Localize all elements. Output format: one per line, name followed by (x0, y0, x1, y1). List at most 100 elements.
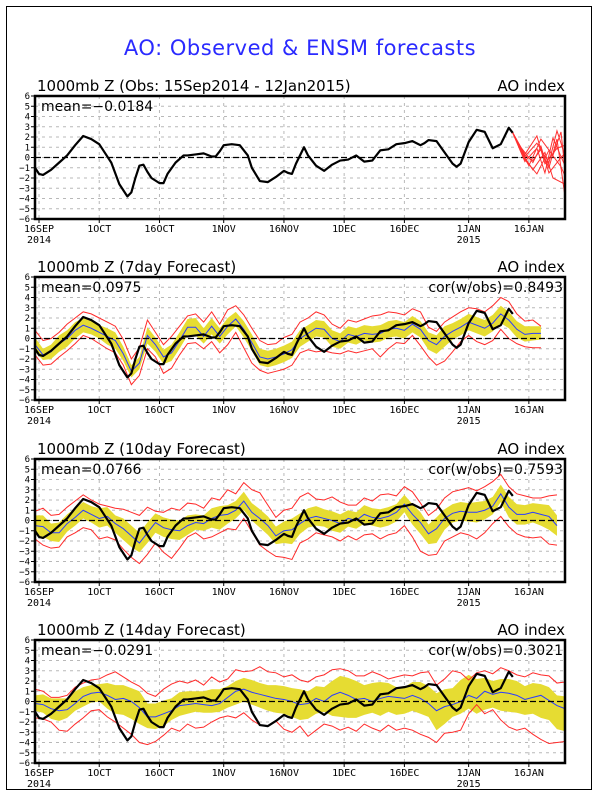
x-tick-sublabel: 2015 (457, 235, 481, 246)
observed-line (35, 489, 514, 561)
panel-title: 1000mb Z (14day Forecast) (37, 621, 246, 639)
x-tick-sublabel: 2014 (27, 235, 51, 246)
x-tick-sublabel: 2015 (457, 598, 481, 609)
ensemble-member-line (512, 132, 565, 185)
mean-label: mean=0.0975 (41, 280, 141, 296)
y-tick-label: 4 (25, 476, 30, 486)
y-tick-label: −5 (19, 205, 30, 215)
x-tick-label: 16SEP (24, 224, 54, 235)
x-tick-label: 1JAN (457, 587, 481, 598)
panel-4: 1000mb Z (14day Forecast) AO index 6543210… (19, 621, 567, 790)
y-tick-label: −5 (19, 749, 30, 759)
x-tick-label: 1JAN (457, 768, 481, 779)
ensemble-min-line (35, 703, 565, 746)
y-tick-label: −1 (19, 164, 30, 174)
y-tick-label: −6 (19, 215, 30, 225)
panel-3: 1000mb Z (10day Forecast) AO index 6543210… (19, 440, 567, 609)
mean-label: mean=−0.0184 (41, 99, 153, 115)
observed-line (35, 670, 514, 742)
y-tick-label: −3 (19, 547, 30, 557)
x-tick-label: 16SEP (24, 587, 54, 598)
x-tick-sublabel: 2014 (27, 598, 51, 609)
x-tick-label: 1OCT (87, 768, 111, 779)
y-tick-label: 2 (25, 314, 30, 324)
x-tick-label: 16DEC (389, 587, 419, 598)
y-tick-label: −6 (19, 396, 30, 406)
x-tick-label: 16SEP (24, 768, 54, 779)
x-tick-label: 16OCT (144, 224, 174, 235)
panel-2: 1000mb Z (7day Forecast) AO index6543210−… (19, 258, 567, 427)
y-tick-label: 4 (25, 657, 30, 667)
spread-band (35, 674, 565, 732)
y-tick-label: −2 (19, 718, 30, 728)
y-tick-label: 0 (25, 335, 30, 345)
y-tick-label: 4 (25, 113, 30, 123)
panel-title: 1000mb Z (Obs: 15Sep2014 - 12Jan2015) (37, 77, 351, 95)
y-tick-label: −1 (19, 345, 30, 355)
x-tick-label: 1NOV (212, 224, 236, 235)
y-tick-label: 1 (25, 143, 30, 153)
y-tick-label: 2 (25, 133, 30, 143)
plot-area (35, 666, 565, 746)
y-tick-label: 5 (25, 102, 30, 112)
ensemble-member-line (512, 132, 565, 175)
x-tick-label: 1NOV (212, 405, 236, 416)
spread-band (35, 484, 557, 553)
x-tick-label: 16OCT (144, 587, 174, 598)
y-tick-label: 0 (25, 517, 30, 527)
panel-right-label: AO index (497, 440, 565, 458)
x-tick-label: 16NOV (269, 587, 299, 598)
panel-right-label: AO index (497, 621, 565, 639)
y-tick-label: 5 (25, 646, 30, 656)
ensemble-member-line (512, 132, 565, 177)
y-tick-label: 2 (25, 496, 30, 506)
y-tick-label: 6 (25, 92, 30, 102)
y-tick-label: 3 (25, 667, 30, 677)
y-tick-label: 6 (25, 636, 30, 646)
x-tick-label: 1DEC (332, 587, 356, 598)
observed-line (35, 126, 514, 198)
y-tick-label: 1 (25, 324, 30, 334)
y-tick-label: −6 (19, 759, 30, 769)
ensemble-member-line (512, 132, 565, 174)
panel-title: 1000mb Z (10day Forecast) (37, 440, 246, 458)
x-tick-label: 16SEP (24, 405, 54, 416)
x-tick-label: 16NOV (269, 768, 299, 779)
x-tick-label: 16OCT (144, 768, 174, 779)
y-tick-label: −4 (19, 558, 30, 568)
y-tick-label: −2 (19, 355, 30, 365)
x-tick-label: 1DEC (332, 405, 356, 416)
plot-area (35, 296, 565, 386)
ensemble-mean-line (35, 313, 541, 373)
correlation-label: cor(w/obs)=0.8493 (428, 280, 563, 296)
correlation-label: cor(w/obs)=0.3021 (428, 643, 563, 659)
y-tick-label: −5 (19, 568, 30, 578)
plot-area (35, 473, 565, 565)
y-tick-label: −5 (19, 386, 30, 396)
x-tick-label: 1OCT (87, 405, 111, 416)
y-tick-label: −2 (19, 537, 30, 547)
x-tick-label: 1OCT (87, 224, 111, 235)
y-tick-label: −1 (19, 708, 30, 718)
mean-label: mean=0.0766 (41, 462, 142, 478)
correlation-label: cor(w/obs)=0.7593 (428, 462, 563, 478)
y-tick-label: 0 (25, 154, 30, 164)
ensemble-mean-line (35, 688, 565, 718)
x-tick-label: 16DEC (389, 405, 419, 416)
x-tick-label: 1DEC (332, 768, 356, 779)
y-tick-label: 3 (25, 304, 30, 314)
x-tick-label: 1DEC (332, 224, 356, 235)
y-tick-label: 1 (25, 687, 30, 697)
ensemble-min-line (35, 515, 558, 565)
y-tick-label: 5 (25, 465, 30, 475)
ensemble-max-line (35, 473, 558, 519)
x-tick-sublabel: 2014 (27, 416, 51, 427)
x-tick-label: 16JAN (514, 587, 544, 598)
x-tick-label: 16NOV (269, 405, 299, 416)
panel-title: 1000mb Z (7day Forecast) (37, 258, 236, 276)
y-tick-label: −4 (19, 195, 30, 205)
panel-right-label: AO index (497, 258, 565, 276)
x-tick-label: 1OCT (87, 587, 111, 598)
figure-border (6, 6, 592, 790)
